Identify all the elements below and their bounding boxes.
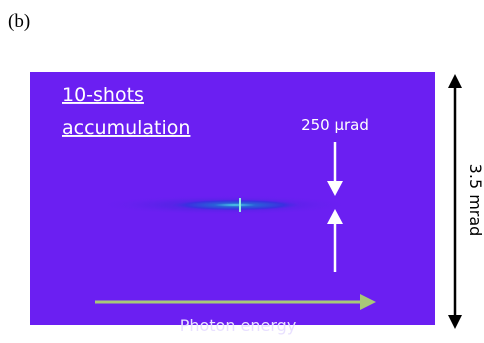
beam-spot bbox=[165, 199, 305, 211]
figure: (b) 10-shots accumulation 250 µrad Photo… bbox=[0, 0, 484, 343]
panel-label: (b) bbox=[8, 11, 30, 32]
caption-line: 10-shots bbox=[62, 84, 144, 106]
y-extent-label: 3.5 mrad bbox=[466, 164, 484, 237]
extent-arrow bbox=[448, 74, 462, 329]
gap-label: 250 µrad bbox=[301, 116, 369, 134]
x-axis-label: Photon energy bbox=[180, 316, 297, 335]
caption-line: accumulation bbox=[62, 117, 190, 139]
